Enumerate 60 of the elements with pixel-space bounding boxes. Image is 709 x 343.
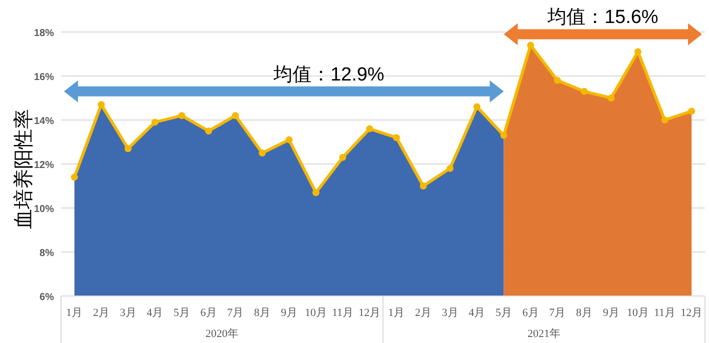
x-tick-label: 10月 — [304, 307, 327, 319]
x-tick-label: 12月 — [358, 307, 381, 319]
point — [178, 112, 186, 120]
point — [527, 42, 534, 49]
text: 2021年 — [528, 328, 560, 340]
x-tick-label: 8月 — [254, 307, 270, 319]
point — [392, 134, 400, 142]
x-tick-label: 5月 — [174, 307, 190, 319]
y-axis-title: 血培养阳性率 — [13, 109, 35, 229]
x-tick-label: 11月 — [654, 307, 676, 319]
y-tick-label: 14% — [34, 116, 54, 127]
point — [70, 174, 78, 181]
point — [473, 103, 480, 110]
y-tick-label: 6% — [40, 292, 54, 303]
point — [500, 132, 508, 139]
point — [232, 112, 239, 120]
point — [258, 150, 266, 156]
y-tick-label: 18% — [34, 28, 54, 39]
x-tick-label: 3月 — [442, 307, 458, 319]
x-tick-label: 9月 — [280, 307, 298, 319]
x-tick-label: 6月 — [200, 307, 217, 319]
x-tick-label: 10月 — [626, 307, 649, 319]
point — [608, 94, 615, 102]
annotation: 均值：12.9% — [272, 64, 384, 86]
y-tick-label: 10% — [34, 204, 54, 215]
y-tick-label: 12% — [34, 160, 54, 171]
x-tick-label: 7月 — [227, 307, 244, 319]
point — [312, 189, 320, 196]
point — [339, 154, 346, 161]
point — [634, 48, 642, 56]
point — [446, 164, 454, 172]
point — [366, 125, 374, 132]
x-tick-label: 11月 — [332, 307, 354, 319]
point — [205, 128, 212, 134]
text: 2020年 — [206, 328, 238, 340]
point — [554, 76, 561, 84]
x-tick-label: 12月 — [680, 307, 703, 319]
point — [580, 88, 588, 95]
point — [151, 118, 158, 126]
point — [124, 145, 132, 152]
text: 均值：15.6% — [546, 7, 658, 28]
y-tick-label: 8% — [40, 248, 54, 259]
point — [420, 182, 427, 190]
x-tick-label: 4月 — [468, 307, 486, 319]
x-tick-label: 1月 — [388, 307, 405, 319]
x-tick-label: 7月 — [549, 307, 566, 319]
point — [98, 101, 105, 108]
point — [661, 116, 668, 124]
x-tick-label: 6月 — [522, 307, 539, 319]
y-tick-label: 16% — [34, 72, 54, 83]
x-tick-label: 2月 — [93, 307, 110, 319]
point — [286, 136, 293, 144]
x-tick-label: 2月 — [415, 307, 432, 319]
x-tick-label: 5月 — [496, 307, 512, 319]
point — [688, 108, 696, 115]
x-tick-label: 4月 — [146, 307, 164, 319]
x-tick-label: 3月 — [120, 307, 136, 319]
x-tick-label: 8月 — [576, 307, 592, 319]
x-tick-label: 9月 — [602, 307, 620, 319]
x-tick-label: 1月 — [66, 307, 83, 319]
